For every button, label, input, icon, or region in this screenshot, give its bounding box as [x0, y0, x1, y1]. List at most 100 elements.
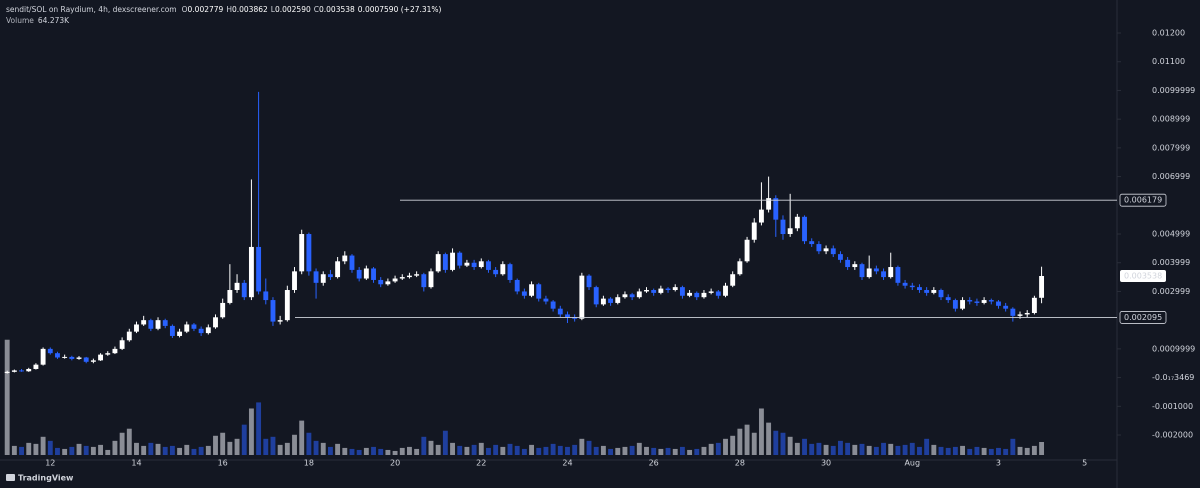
- candle-body: [227, 290, 233, 303]
- volume-bar: [715, 442, 721, 455]
- candle-body: [284, 290, 290, 321]
- volume-bar: [256, 402, 262, 455]
- candle-body: [665, 288, 671, 291]
- candle-body: [881, 271, 886, 278]
- volume-bar: [1039, 442, 1045, 455]
- candle-body: [644, 290, 649, 292]
- y-tick-label: 0.01200: [1152, 29, 1185, 38]
- y-tick-label: 0.007999: [1152, 143, 1190, 152]
- volume-bar: [83, 445, 89, 455]
- volume-bar: [342, 447, 348, 455]
- candle-body: [33, 364, 39, 369]
- candle-body: [407, 275, 412, 278]
- volume-bar: [313, 440, 319, 455]
- candle-body: [600, 298, 606, 305]
- volume-bar: [407, 446, 412, 455]
- volume-bar: [471, 444, 477, 455]
- y-tick-label: 0.008999: [1152, 115, 1190, 124]
- candle-body: [1024, 312, 1030, 315]
- volume-bar: [744, 424, 750, 455]
- candle-body: [371, 268, 376, 280]
- volume-bar: [399, 447, 405, 455]
- volume-bar: [464, 446, 470, 455]
- x-tick-label: 5: [1082, 459, 1087, 468]
- volume-bar: [299, 420, 305, 455]
- candle-body: [952, 300, 958, 309]
- volume-bar: [33, 443, 39, 455]
- candle-body: [342, 255, 348, 262]
- volume-bar: [1024, 447, 1030, 455]
- volume-bar: [349, 448, 355, 455]
- volume-bar: [277, 444, 283, 455]
- candle-body: [744, 239, 750, 262]
- volume-bar: [586, 440, 592, 455]
- volume-bar: [996, 447, 1001, 455]
- volume-bar: [11, 445, 17, 455]
- volume-bar: [550, 443, 556, 455]
- volume-bar: [521, 448, 527, 455]
- volume-bar: [177, 447, 183, 455]
- volume-bar: [751, 432, 757, 455]
- volume-bar: [191, 448, 197, 455]
- candle-body: [938, 290, 944, 298]
- x-tick-label: 20: [390, 459, 400, 468]
- x-tick-label: 16: [218, 459, 228, 468]
- candle-body: [615, 297, 621, 303]
- volume-bar: [924, 438, 930, 455]
- candle-body: [773, 198, 779, 220]
- volume-bar: [241, 424, 247, 455]
- volume-bar: [198, 446, 204, 455]
- candle-body: [536, 284, 542, 299]
- volume-bar: [988, 448, 994, 455]
- x-tick-label: Aug: [904, 459, 920, 468]
- candle-body: [945, 297, 951, 301]
- candle-body: [234, 282, 240, 291]
- volume-bar: [981, 447, 987, 455]
- x-tick-label: 12: [45, 459, 55, 468]
- volume-bar: [371, 446, 376, 455]
- volume-bar: [694, 448, 700, 455]
- volume-bar: [1017, 446, 1023, 455]
- candle-body: [931, 290, 937, 293]
- candle-body: [399, 277, 405, 279]
- volume-bar: [98, 444, 104, 455]
- candle-body: [292, 271, 297, 291]
- candle-body: [256, 246, 262, 292]
- volume-bar: [665, 447, 671, 455]
- candle-body: [586, 275, 592, 288]
- volume-bar: [55, 447, 60, 455]
- candle-body: [780, 219, 786, 235]
- candle-body: [248, 246, 254, 298]
- volume-bar: [47, 440, 53, 455]
- volume-bar: [105, 449, 111, 455]
- y-tick-label: -0.001000: [1152, 402, 1193, 411]
- volume-bar: [141, 445, 147, 455]
- volume-bar: [126, 428, 132, 455]
- candle-body: [90, 360, 96, 362]
- candle-body: [679, 287, 685, 296]
- logo: TradingView: [6, 474, 74, 483]
- candle-body: [629, 294, 635, 298]
- candle-body: [191, 324, 197, 329]
- watermark: TradingView: [18, 474, 74, 483]
- candle-body: [349, 255, 355, 270]
- volume-bar: [478, 442, 484, 455]
- volume-bar: [938, 446, 944, 455]
- candle-body: [909, 285, 915, 288]
- candle-body: [198, 328, 204, 334]
- candle-body: [816, 244, 822, 252]
- candle-body: [464, 262, 470, 266]
- volume-bar: [184, 444, 190, 455]
- candle-body: [694, 292, 700, 298]
- candle-body: [651, 290, 657, 293]
- volume-bar: [536, 447, 542, 455]
- volume-bar: [320, 442, 326, 455]
- volume-bar: [363, 447, 369, 455]
- volume-bar: [773, 430, 779, 455]
- candle-body: [155, 320, 161, 329]
- candle-body: [435, 254, 441, 272]
- candle-body: [471, 262, 477, 268]
- volume-bar: [881, 442, 886, 455]
- candle-body: [392, 278, 398, 282]
